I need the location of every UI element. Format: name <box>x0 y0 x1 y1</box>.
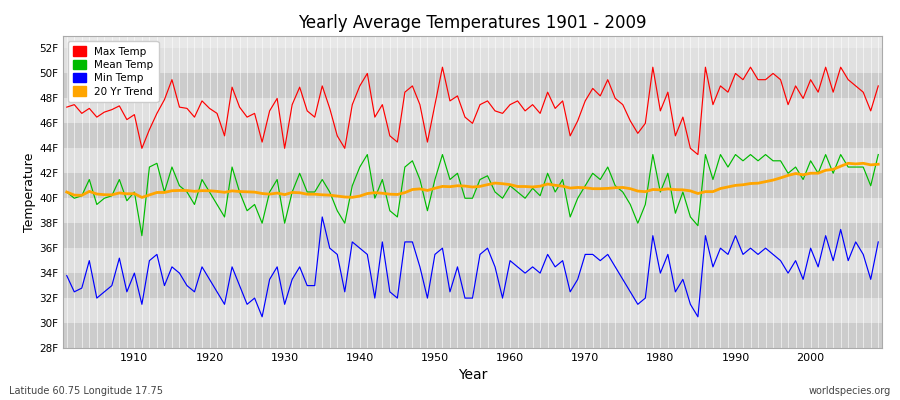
Y-axis label: Temperature: Temperature <box>23 152 36 232</box>
Text: Latitude 60.75 Longitude 17.75: Latitude 60.75 Longitude 17.75 <box>9 386 163 396</box>
Bar <box>63 74 882 98</box>
Title: Yearly Average Temperatures 1901 - 2009: Yearly Average Temperatures 1901 - 2009 <box>298 14 647 32</box>
Bar <box>63 248 882 273</box>
Bar <box>63 148 882 173</box>
Bar <box>63 273 882 298</box>
Legend: Max Temp, Mean Temp, Min Temp, 20 Yr Trend: Max Temp, Mean Temp, Min Temp, 20 Yr Tre… <box>68 41 158 102</box>
Bar <box>63 323 882 348</box>
X-axis label: Year: Year <box>458 368 487 382</box>
Bar <box>63 298 882 323</box>
Text: worldspecies.org: worldspecies.org <box>809 386 891 396</box>
Bar <box>63 48 882 74</box>
Bar <box>63 223 882 248</box>
Bar <box>63 123 882 148</box>
Bar <box>63 198 882 223</box>
Bar <box>63 98 882 123</box>
Bar <box>63 173 882 198</box>
